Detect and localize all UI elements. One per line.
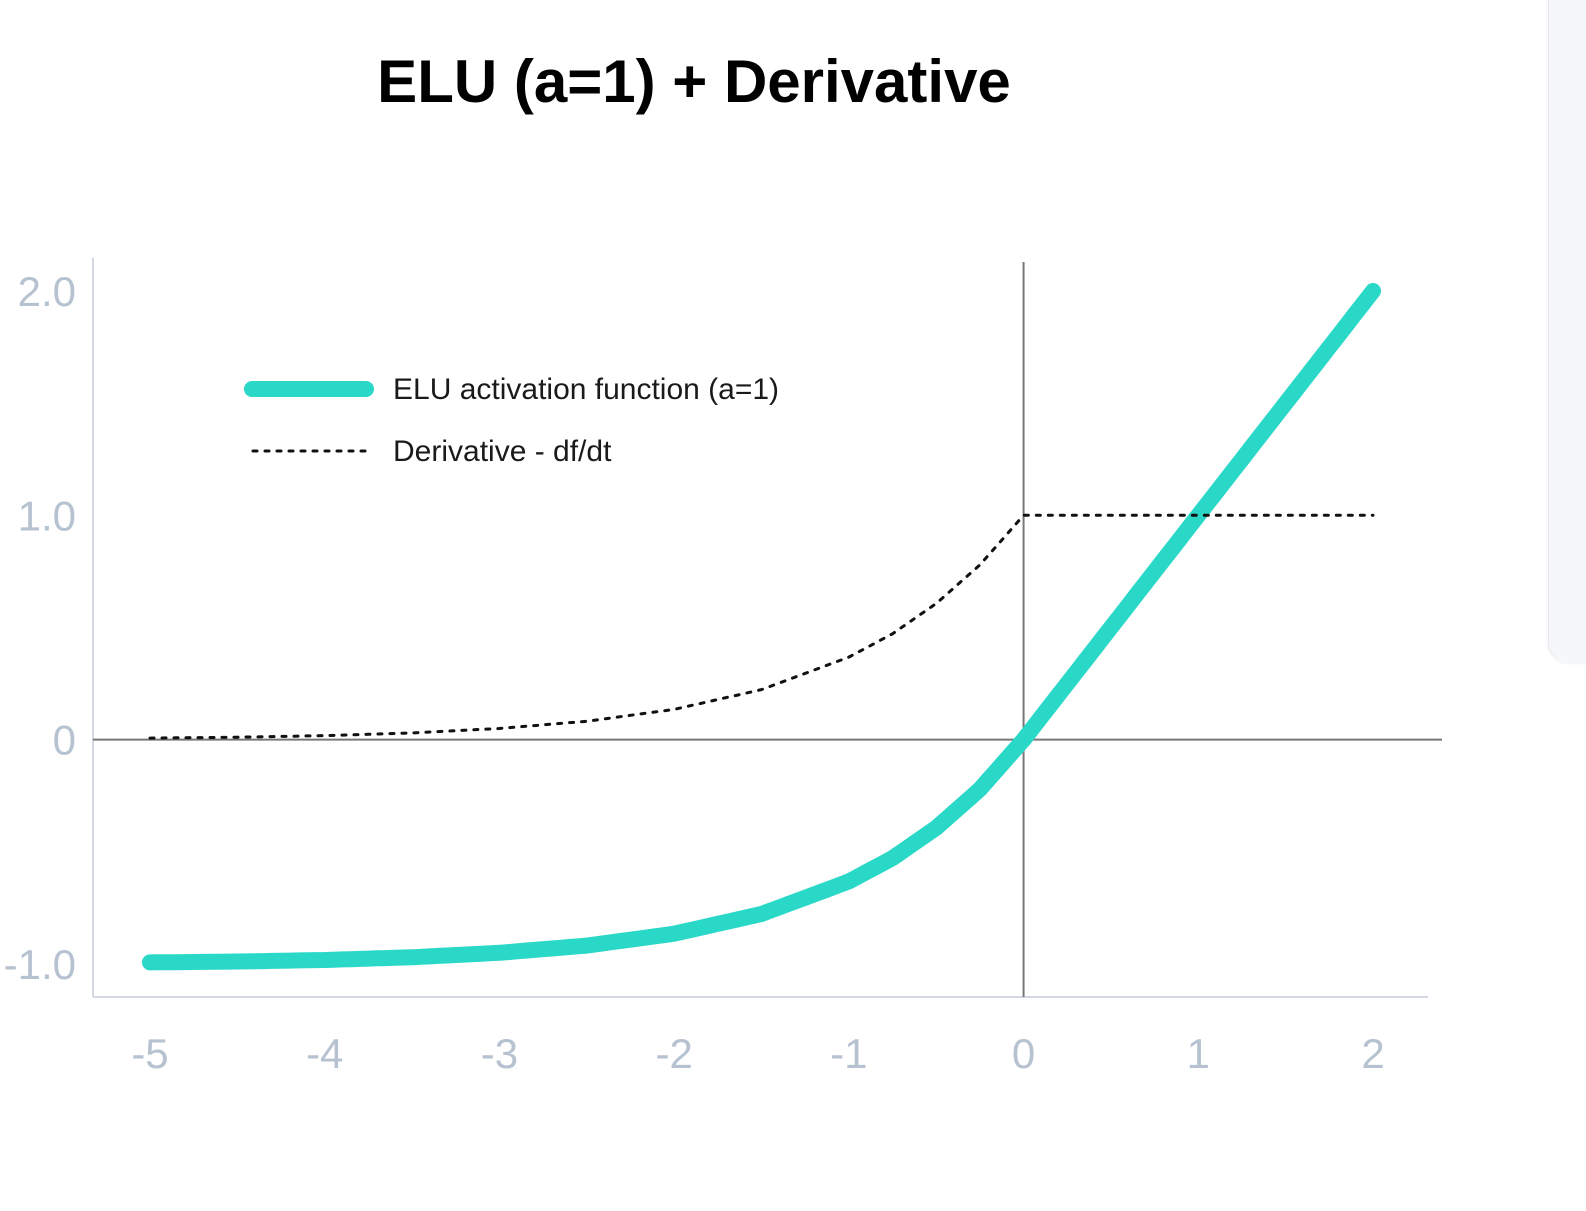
- y-tick-label: 1.0: [18, 492, 76, 539]
- zero-axis-lines: [93, 262, 1442, 997]
- chart-title: ELU (a=1) + Derivative: [377, 48, 1011, 115]
- x-tick-label: 1: [1187, 1030, 1210, 1077]
- series-line-elu: [142, 283, 1381, 971]
- legend: ELU activation function (a=1) Derivative …: [244, 373, 779, 468]
- series-line-derivative: [148, 513, 1375, 740]
- x-tick-label: -4: [306, 1030, 343, 1077]
- x-tick-label: -3: [481, 1030, 518, 1077]
- y-tick-label: 0: [53, 717, 76, 764]
- y-tick-label: -1.0: [4, 941, 76, 988]
- axes-frame: [92, 258, 1428, 998]
- series-layer: [142, 283, 1381, 971]
- x-tick-label: -5: [131, 1030, 168, 1077]
- side-panel: [1548, 0, 1586, 664]
- x-tick-label: 0: [1012, 1030, 1035, 1077]
- legend-label: ELU activation function (a=1): [393, 373, 779, 406]
- x-tick-label: -2: [655, 1030, 692, 1077]
- y-tick-labels: -1.0 0 1.0 2.0: [4, 268, 76, 988]
- y-tick-label: 2.0: [18, 268, 76, 315]
- x-tick-label: 2: [1361, 1030, 1384, 1077]
- x-tick-labels: -5 -4 -3 -2 -1 0 1 2: [131, 1030, 1384, 1077]
- legend-label: Derivative - df/dt: [393, 435, 612, 468]
- x-tick-label: -1: [830, 1030, 867, 1077]
